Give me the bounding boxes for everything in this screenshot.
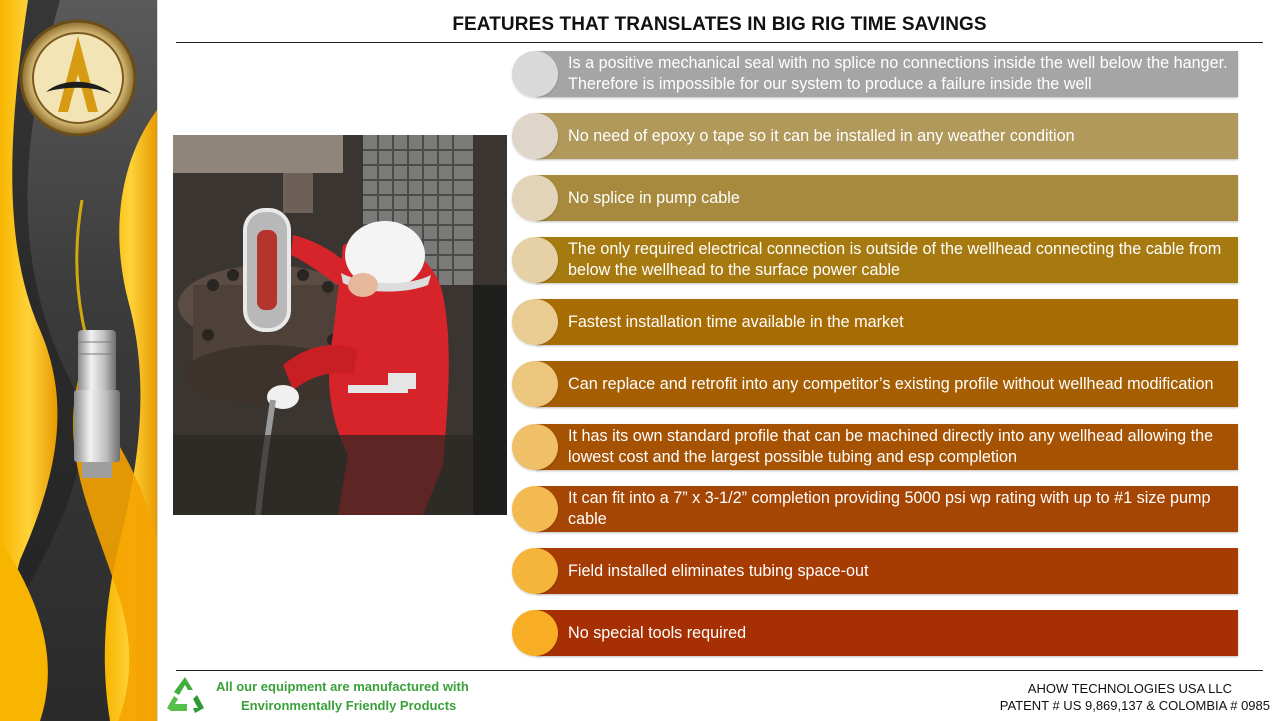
feature-item: It has its own standard profile that can…: [512, 424, 1238, 470]
feature-bullet-circle: [512, 548, 558, 594]
eco-notice-line-2: Environmentally Friendly Products: [241, 698, 457, 713]
feature-bullet-circle: [512, 424, 558, 470]
feature-bullet-circle: [512, 113, 558, 159]
feature-text: Fastest installation time available in t…: [568, 312, 904, 331]
feature-bar: [536, 486, 1238, 532]
eco-notice: All our equipment are manufactured with …: [163, 675, 493, 717]
photo-illustration: [173, 135, 507, 515]
feature-bullet-circle: [512, 299, 558, 345]
feature-text: It has its own standard profile that can…: [568, 427, 1214, 466]
decorative-sidebar: [0, 0, 157, 721]
feature-text: Is a positive mechanical seal with no sp…: [568, 54, 1228, 93]
feature-text: No special tools required: [568, 623, 747, 642]
feature-text: Field installed eliminates tubing space-…: [568, 561, 869, 580]
feature-item: The only required electrical connection …: [512, 237, 1238, 283]
feature-bullet-circle: [512, 610, 558, 656]
feature-bar: [536, 113, 1238, 159]
company-name: AHOW TECHNOLOGIES USA LLC: [1027, 681, 1232, 696]
feature-item: Fastest installation time available in t…: [512, 299, 1238, 345]
feature-text: No need of epoxy o tape so it can be ins…: [568, 126, 1075, 145]
feature-item: It can fit into a 7” x 3-1/2” completion…: [512, 486, 1238, 532]
eco-notice-line-1: All our equipment are manufactured with: [216, 679, 469, 694]
feature-bullet-circle: [512, 237, 558, 283]
wellhead-worker-photo: [173, 135, 507, 515]
feature-item: Field installed eliminates tubing space-…: [512, 548, 1238, 594]
feature-item: Is a positive mechanical seal with no sp…: [512, 51, 1238, 97]
feature-bar: [536, 175, 1238, 221]
feature-item: No splice in pump cable: [512, 175, 1238, 221]
feature-bar: [536, 51, 1238, 97]
footer-divider: [176, 670, 1263, 671]
feature-bar: [536, 610, 1238, 656]
recycle-icon: [167, 677, 204, 713]
patent-info: PATENT # US 9,869,137 & COLOMBIA # 0985: [999, 698, 1270, 713]
feature-item: No special tools required: [512, 610, 1238, 656]
slide-title: FEATURES THAT TRANSLATES IN BIG RIG TIME…: [452, 14, 987, 35]
feature-text: No splice in pump cable: [568, 188, 740, 207]
feature-bar: [536, 237, 1238, 283]
title-divider: [176, 42, 1263, 43]
feature-item: Can replace and retrofit into any compet…: [512, 361, 1238, 407]
feature-bar: [536, 361, 1238, 407]
feature-bar: [536, 299, 1238, 345]
feature-bullet-circle: [512, 361, 558, 407]
feature-bullet-circle: [512, 486, 558, 532]
sidebar-graphic: [0, 0, 157, 721]
feature-text: It can fit into a 7” x 3-1/2” completion…: [568, 489, 1211, 528]
feature-text: Can replace and retrofit into any compet…: [568, 374, 1214, 393]
feature-text: The only required electrical connection …: [568, 240, 1222, 279]
feature-bar: [536, 548, 1238, 594]
feature-bar: [536, 424, 1238, 470]
feature-bullet-circle: [512, 175, 558, 221]
feature-bullet-circle: [512, 51, 558, 97]
feature-item: No need of epoxy o tape so it can be ins…: [512, 113, 1238, 159]
sidebar-edge: [157, 0, 158, 721]
